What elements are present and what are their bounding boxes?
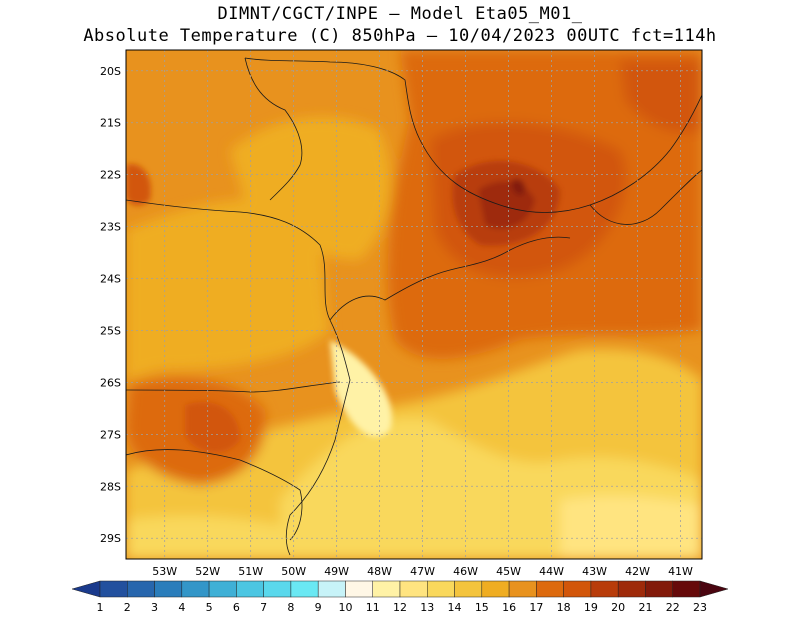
colorbar-swatch xyxy=(563,580,592,598)
colorbar-swatch xyxy=(481,580,510,598)
colorbar-label: 8 xyxy=(287,601,294,614)
colorbar-swatch xyxy=(399,580,428,598)
lat-tick-label: 28S xyxy=(100,480,121,493)
colorbar-swatch xyxy=(181,580,210,598)
lat-tick-label: 24S xyxy=(100,273,121,286)
lat-tick-label: 25S xyxy=(100,324,121,337)
field-band-16-west xyxy=(126,199,330,380)
colorbar-label: 10 xyxy=(338,601,352,614)
colorbar-swatch xyxy=(536,580,564,598)
colorbar-swatch xyxy=(263,580,292,598)
chart-title-line2: Absolute Temperature (C) 850hPa – 10/04/… xyxy=(83,26,717,46)
colorbar-label: 5 xyxy=(206,601,213,614)
border-ms-sp xyxy=(244,57,303,201)
lon-tick-label: 48W xyxy=(367,565,392,578)
lon-tick-label: 45W xyxy=(496,565,521,578)
colorbar-label: 1 xyxy=(97,601,104,614)
border-sc-rs xyxy=(126,449,303,541)
colorbar-label: 4 xyxy=(178,601,185,614)
lat-tick-label: 22S xyxy=(100,169,121,182)
colorbar-label: 19 xyxy=(584,601,598,614)
colorbar-label: 11 xyxy=(366,601,380,614)
lat-tick-label: 20S xyxy=(100,65,121,78)
colorbar-arrow-high xyxy=(699,580,729,598)
colorbar: 1 2 3 4 5 6 7 8 9 10 11 12 13 14 15 16 17 18 19 20 21 22 23 xyxy=(71,580,729,614)
colorbar-label: 14 xyxy=(448,601,462,614)
field-band-13-se xyxy=(560,495,702,559)
colorbar-label: 12 xyxy=(393,601,407,614)
colorbar-swatch xyxy=(127,580,155,598)
colorbar-swatch xyxy=(427,580,455,598)
lon-tick-label: 53W xyxy=(152,565,177,578)
colorbar-arrow-low xyxy=(71,580,101,598)
lat-tick-label: 23S xyxy=(100,221,121,234)
colorbar-label: 2 xyxy=(124,601,131,614)
lon-tick-label: 43W xyxy=(582,565,607,578)
lon-tick-label: 44W xyxy=(539,565,564,578)
chart-title-line1: DIMNT/CGCT/INPE – Model Eta05_M01_ xyxy=(217,4,583,24)
colorbar-swatch xyxy=(290,580,319,598)
field-band-14-sw xyxy=(126,515,300,559)
colorbar-swatch xyxy=(99,580,128,598)
lon-tick-labels: 53W 52W 51W 50W 49W 48W 47W 46W 45W 44W 43W 42W 41W xyxy=(152,565,693,578)
lon-tick-label: 49W xyxy=(324,565,349,578)
lon-tick-label: 47W xyxy=(410,565,435,578)
colorbar-swatch xyxy=(617,580,646,598)
colorbar-label: 20 xyxy=(611,601,625,614)
colorbar-label: 3 xyxy=(151,601,158,614)
field-band-12-coast xyxy=(330,340,392,437)
lat-tick-label: 29S xyxy=(100,532,121,545)
colorbar-swatch xyxy=(317,580,346,598)
field-band-19-sw xyxy=(185,401,240,453)
coast-south xyxy=(285,319,351,556)
border-pr-north xyxy=(126,199,331,321)
map-frame xyxy=(125,49,703,560)
colorbar-label: 13 xyxy=(420,601,434,614)
lon-tick-label: 41W xyxy=(668,565,693,578)
lat-tick-label: 27S xyxy=(100,428,121,441)
colorbar-label: 9 xyxy=(315,601,322,614)
colorbar-label: 15 xyxy=(475,601,489,614)
lat-tick-label: 21S xyxy=(100,117,121,130)
borders-coastline xyxy=(126,57,702,556)
colorbar-label: 6 xyxy=(233,601,240,614)
colorbar-swatch xyxy=(236,580,264,598)
lat-tick-label: 26S xyxy=(100,376,121,389)
lon-tick-label: 50W xyxy=(281,565,306,578)
colorbar-label: 21 xyxy=(638,601,652,614)
colorbar-swatch xyxy=(154,580,183,598)
colorbar-swatch xyxy=(508,580,537,598)
colorbar-label: 22 xyxy=(666,601,680,614)
border-rj xyxy=(589,169,702,225)
field-band-19-coast xyxy=(620,60,702,133)
lon-tick-label: 51W xyxy=(238,565,263,578)
colorbar-swatch xyxy=(590,580,619,598)
colorbar-swatch xyxy=(208,580,237,598)
colorbar-label: 17 xyxy=(529,601,543,614)
field-band-16-north xyxy=(230,116,391,260)
colorbar-label: 7 xyxy=(260,601,267,614)
colorbar-swatch xyxy=(372,580,401,598)
border-mg-sp xyxy=(244,57,702,213)
colorbar-swatch xyxy=(645,580,673,598)
colorbar-swatch xyxy=(454,580,483,598)
lon-tick-label: 46W xyxy=(453,565,478,578)
temperature-field xyxy=(126,50,702,559)
colorbar-label: 18 xyxy=(557,601,571,614)
map-gridlines xyxy=(126,50,702,559)
border-pr-sc xyxy=(126,381,341,393)
colorbar-swatch xyxy=(345,580,373,598)
lon-tick-label: 42W xyxy=(625,565,650,578)
field-band-22-peak xyxy=(511,178,526,196)
colorbar-swatch xyxy=(672,580,701,598)
lat-tick-labels: 20S 21S 22S 23S 24S 25S 26S 27S 28S 29S xyxy=(100,65,121,545)
colorbar-label: 16 xyxy=(502,601,516,614)
colorbar-label: 23 xyxy=(693,601,707,614)
lon-tick-label: 52W xyxy=(195,565,220,578)
coast-sp xyxy=(329,236,571,321)
